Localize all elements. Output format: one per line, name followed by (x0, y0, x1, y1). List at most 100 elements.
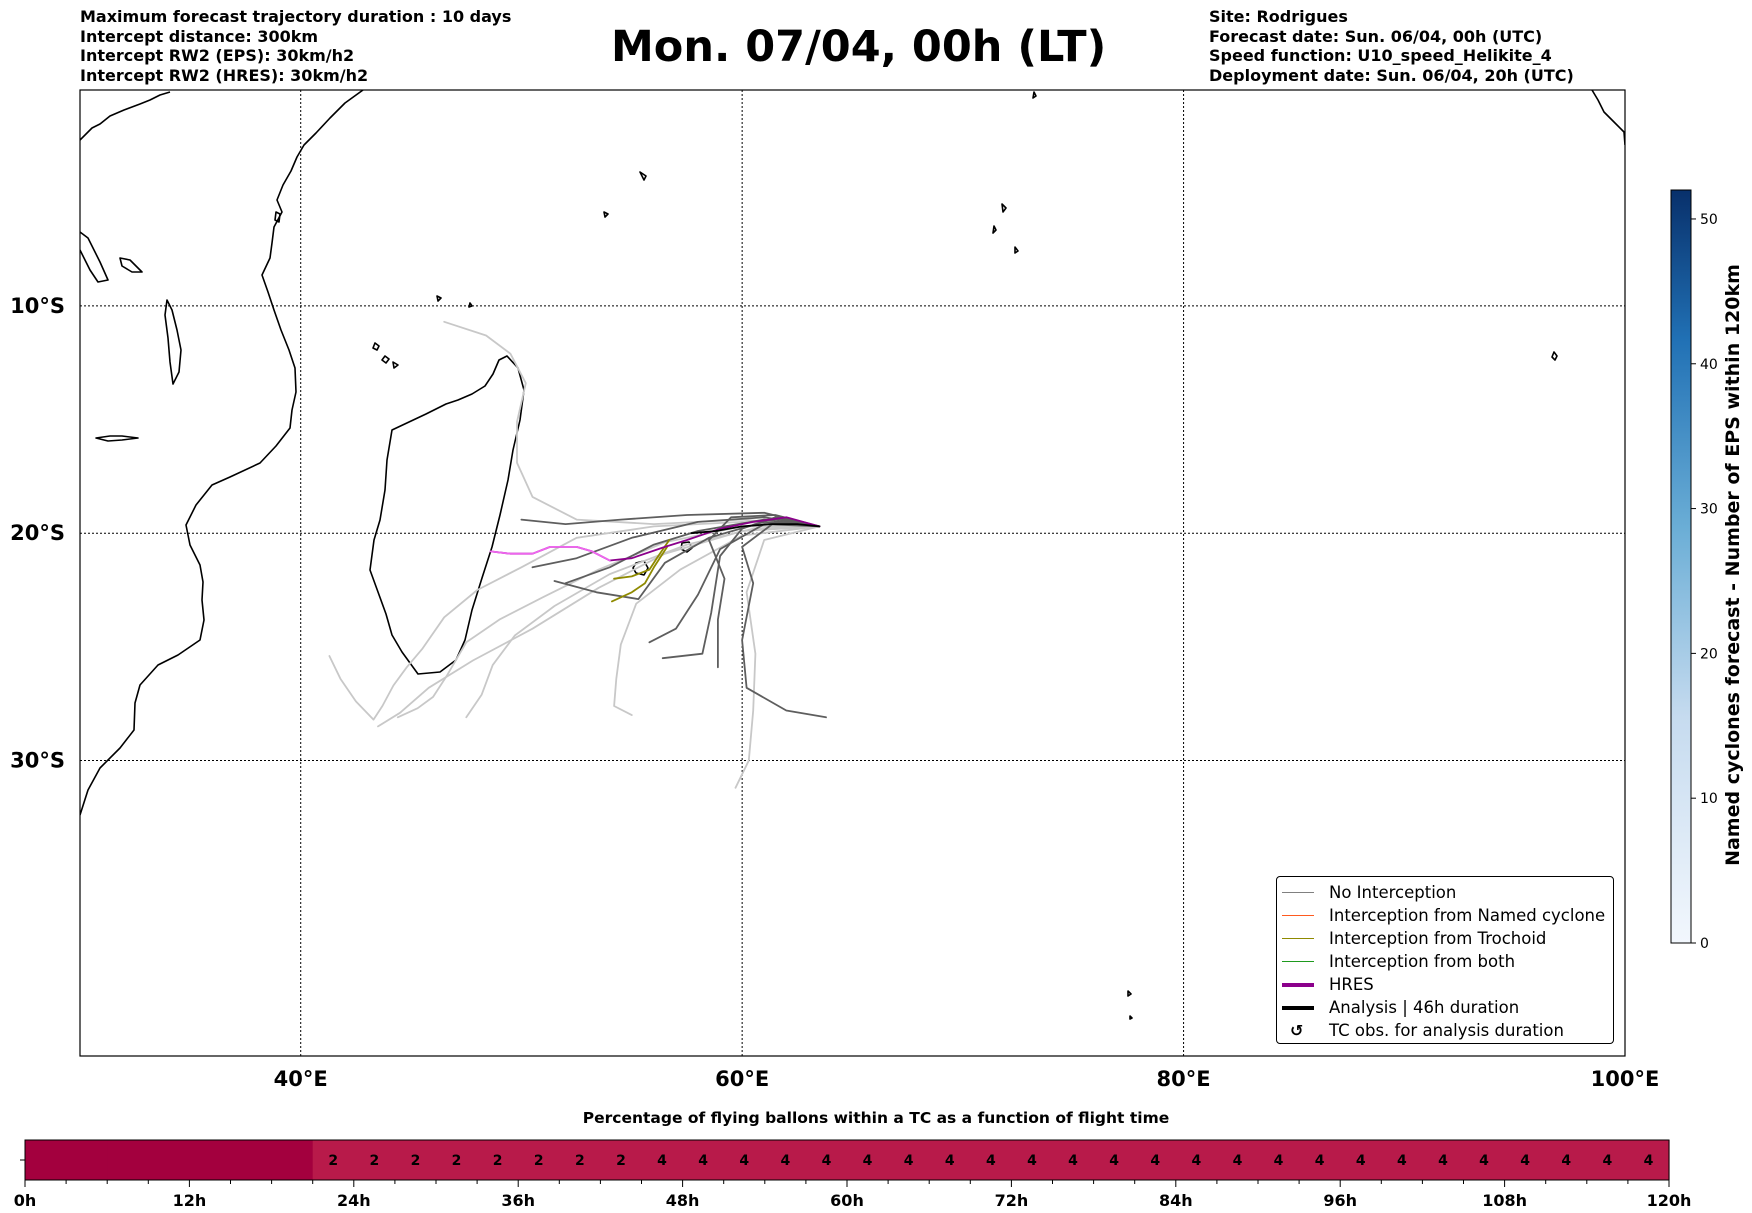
flight-time-value: 4 (1479, 1153, 1489, 1169)
flight-time-value: 4 (863, 1153, 873, 1169)
flight-time-cell (107, 1140, 149, 1180)
colorbar-tick-label: 10 (1700, 791, 1718, 807)
flight-time-value: 4 (739, 1153, 749, 1169)
x-tick-label: 60°E (715, 1067, 769, 1091)
flight-time-cell (148, 1140, 190, 1180)
flight-time-tick-label: 72h (995, 1191, 1029, 1210)
flight-time-cell (1011, 1140, 1054, 1180)
flight-time-value: 4 (1315, 1153, 1325, 1169)
coastline-amsterdam (1127, 990, 1133, 1020)
y-tick-label: 20°S (10, 521, 65, 545)
flight-time-value: 4 (1150, 1153, 1160, 1169)
flight-time-cell (1299, 1140, 1341, 1180)
legend-label: TC obs. for analysis duration (1329, 1021, 1564, 1040)
legend-item-named-cyclone: Interception from Named cyclone (1277, 904, 1613, 927)
colorbar-tick-label: 40 (1700, 357, 1718, 373)
header-left-line: Intercept distance: 300km (80, 26, 319, 46)
y-tick-label: 10°S (10, 294, 65, 318)
flight-time-tick-label: 36h (501, 1191, 535, 1210)
tc-symbol-icon: ↺ (1290, 1021, 1304, 1040)
flight-time-cell (1586, 1140, 1629, 1180)
legend-swatch (1282, 915, 1314, 916)
coastline-lake (164, 299, 182, 385)
header-left-line: Maximum forecast trajectory duration : 1… (80, 7, 512, 26)
map-frame (79, 89, 1626, 1057)
flight-time-cell (764, 1140, 807, 1180)
trajectory-no-interception (553, 521, 821, 600)
flight-time-value: 4 (1602, 1153, 1612, 1169)
trajectory-interception-from-trochoid (611, 546, 668, 603)
flight-time-cell (805, 1140, 848, 1180)
flight-time-cell (66, 1140, 108, 1180)
flight-time-value: 4 (1233, 1153, 1243, 1169)
flight-time-cell (230, 1140, 273, 1180)
header-left-line: Intercept RW2 (EPS): 30km/h2 (80, 46, 355, 65)
flight-time-value: 2 (493, 1153, 503, 1169)
bottom-chart-title: Percentage of flying ballons within a TC… (582, 1109, 1170, 1127)
trajectory-no-interception (443, 320, 821, 528)
flight-time-ticks: 0h 12h 24h 36h 48h 60h 72h 84h 96h 108h 120h (14, 1159, 1692, 1210)
header-right-block: Site: Rodrigues Forecast date: Sun. 06/0… (1209, 7, 1574, 85)
flight-time-value: 2 (328, 1153, 338, 1169)
flight-time-value: 4 (657, 1153, 667, 1169)
flight-time-cell (559, 1140, 601, 1180)
coastline-cocos (1551, 351, 1558, 361)
legend-item-tc-obs: ↺ TC obs. for analysis duration (1277, 1019, 1613, 1042)
trajectory-no-interception (708, 514, 821, 669)
coastline-seychelles (436, 171, 647, 308)
colorbar-ticks: 0 10 20 30 40 50 (1691, 212, 1718, 952)
flight-time-tick-label: 24h (337, 1191, 371, 1210)
flight-time-tick-label: 0h (14, 1191, 37, 1210)
flight-time-cell (1545, 1140, 1588, 1180)
x-tick-label: 40°E (274, 1067, 328, 1091)
flight-time-value: 4 (1356, 1153, 1366, 1169)
flight-time-cell (1258, 1140, 1300, 1180)
trajectory-no-interception (377, 525, 821, 728)
flight-time-value: 4 (1027, 1153, 1037, 1169)
trajectory-no-interception (661, 516, 821, 660)
header-right-line: Speed function: U10_speed_Helikite_4 (1209, 46, 1552, 65)
coastline-comoros (372, 342, 399, 369)
legend-swatch (1282, 938, 1314, 939)
flight-time-tick-label: 108h (1482, 1191, 1527, 1210)
flight-time-value: 4 (1397, 1153, 1407, 1169)
flight-time-cell (1422, 1140, 1465, 1180)
flight-time-tick-label: 120h (1647, 1191, 1692, 1210)
flight-time-value: 4 (904, 1153, 914, 1169)
flight-time-tick-label: 12h (173, 1191, 207, 1210)
flight-time-cell (1052, 1140, 1095, 1180)
trajectory-lines (328, 320, 827, 789)
legend-swatch (1282, 983, 1314, 987)
trajectory-no-interception (396, 525, 821, 719)
colorbar-tick-label: 30 (1700, 502, 1718, 518)
flight-time-cell (1175, 1140, 1218, 1180)
flight-time-value: 4 (1644, 1153, 1654, 1169)
flight-time-cells: 2 2 2 2 2 2 2 2 4 4 4 4 4 4 4 4 4 4 4 4 4 4 4 4 4 4 4 4 4 4 4 4 4 (25, 1140, 1670, 1180)
trajectory-hres-tail (489, 546, 611, 562)
legend-label: Interception from both (1329, 952, 1516, 971)
flight-time-cell (1627, 1140, 1670, 1180)
flight-time-value: 2 (616, 1153, 626, 1169)
flight-time-cell (970, 1140, 1012, 1180)
flight-time-value: 2 (534, 1153, 544, 1169)
flight-time-cell (847, 1140, 889, 1180)
coastlines (80, 90, 1625, 1020)
header-left-line: Intercept RW2 (HRES): 30km/h2 (80, 65, 369, 85)
flight-time-cell (189, 1140, 232, 1180)
header-right-line: Site: Rodrigues (1209, 7, 1348, 26)
legend-swatch (1282, 892, 1314, 893)
flight-time-cell (723, 1140, 766, 1180)
legend-item-trochoid: Interception from Trochoid (1277, 927, 1613, 950)
flight-time-value: 2 (411, 1153, 421, 1169)
colorbar-gradient (1670, 189, 1692, 944)
trajectory-interception-from-trochoid (613, 539, 671, 580)
flight-time-value: 2 (575, 1153, 585, 1169)
coastline-zanzibar (274, 211, 281, 223)
trajectory-no-interception (741, 521, 827, 719)
flight-time-cell (312, 1140, 355, 1180)
flight-time-cell (641, 1140, 684, 1180)
flight-time-value: 4 (822, 1153, 832, 1169)
flight-time-cell (1340, 1140, 1382, 1180)
flight-time-value: 4 (986, 1153, 996, 1169)
